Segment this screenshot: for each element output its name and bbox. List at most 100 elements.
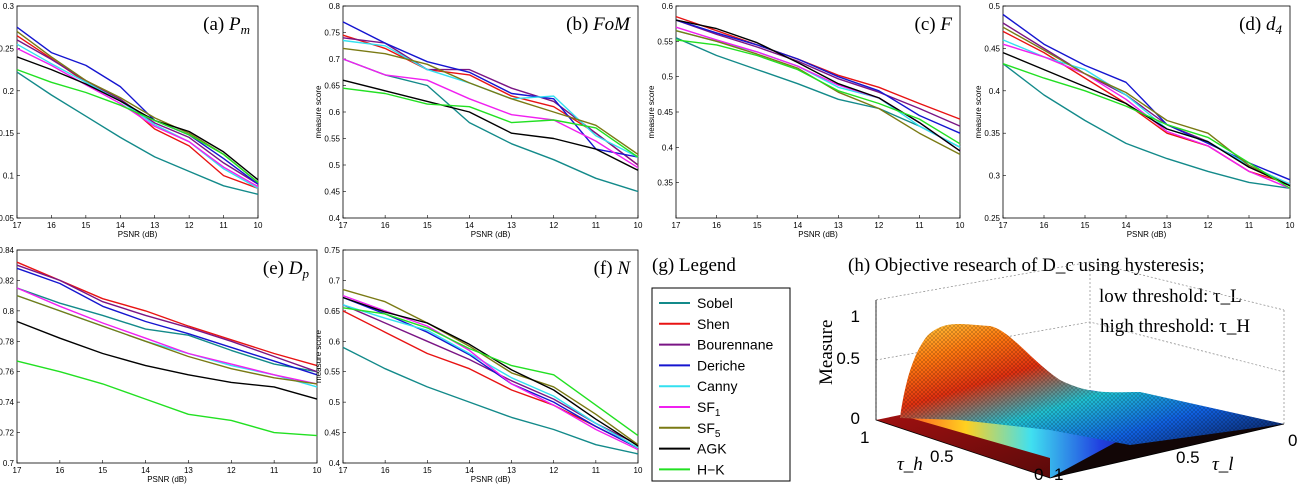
x-tick-label: 11	[592, 221, 601, 230]
series-line-agk	[16, 320, 318, 400]
x-axis-label: PSNR (dB)	[471, 230, 511, 239]
plot-frame	[675, 5, 961, 219]
x-tick-label: 16	[55, 466, 64, 475]
series-line-sf1	[16, 287, 318, 385]
plot-frame	[16, 249, 318, 464]
y-tick-label: 0.8	[329, 2, 341, 11]
x-tick-label: 14	[465, 466, 474, 475]
y-tick-label: 0.4	[329, 214, 341, 223]
chart-0: 17 16 15 14 13 12 11 10 0.05 0.1 0.15 0.2 0.25 0.3 PSN…	[0, 2, 263, 239]
surface-tau-l-label: τ_l	[1212, 454, 1234, 475]
y-tick-label: 0.25	[0, 44, 15, 53]
legend-entry: Sobel	[659, 295, 733, 311]
surface-zlabel: Measure	[816, 320, 837, 385]
series-line-deriche	[675, 19, 961, 134]
legend-entry: SF5	[659, 420, 721, 440]
chart-2: 17 16 15 14 13 12 11 10 0.35 0.4 0.45 0.5 0.55 0.6 PSN…	[647, 2, 965, 239]
x-tick-label: 10	[313, 466, 322, 475]
legend-label: AGK	[697, 441, 727, 457]
x-tick-label: 11	[1245, 221, 1254, 230]
y-tick-label: 0.6	[329, 337, 341, 346]
y-tick-label: 0.35	[657, 179, 673, 188]
series-line-agk	[342, 79, 639, 171]
x-tick-label: 15	[423, 466, 432, 475]
x-axis-label: PSNR (dB)	[798, 230, 838, 239]
y-tick-label: 0.05	[0, 214, 15, 223]
legend-entry: Deriche	[659, 357, 745, 373]
chart-title: (e) Dp	[263, 258, 310, 281]
surface-ztick: 1	[851, 307, 860, 326]
y-tick-label: 0.75	[324, 246, 340, 255]
x-tick-label: 16	[47, 221, 56, 230]
x-tick-label: 16	[1040, 221, 1049, 230]
legend-panel: (g) Legend Sobel Shen Bourennane Deriche Can…	[651, 255, 791, 482]
surface-tau-h-tick: 1	[860, 428, 869, 447]
x-tick-label: 12	[549, 221, 558, 230]
series-line-agk	[16, 56, 259, 181]
y-tick-label: 0.45	[984, 44, 1000, 53]
chart-title: (d) d4	[1239, 14, 1282, 37]
x-tick-label: 12	[1204, 221, 1213, 230]
y-tick-label: 0.1	[3, 172, 15, 181]
x-tick-label: 15	[753, 221, 762, 230]
x-axis-label: PSNR (dB)	[1127, 230, 1167, 239]
y-tick-label: 0.4	[662, 143, 674, 152]
x-tick-label: 16	[381, 466, 390, 475]
y-tick-label: 0.45	[324, 429, 340, 438]
chart-title: (b) FoM	[566, 14, 631, 35]
surface-title-line2: low threshold: τ_L	[1099, 286, 1242, 307]
series-line-sobel	[675, 37, 961, 148]
y-tick-label: 0.6	[329, 108, 341, 117]
chart-3: 17 16 15 14 13 12 11 10 0.25 0.3 0.35 0.4 0.45 0.5 PSN…	[974, 2, 1295, 239]
legend-entry: Bourennane	[659, 337, 774, 353]
x-tick-label: 15	[423, 221, 432, 230]
x-tick-label: 12	[874, 221, 883, 230]
plot-frame	[342, 5, 639, 219]
surface-title-line3: high threshold: τ_H	[1100, 316, 1250, 337]
y-tick-label: 0.7	[329, 276, 341, 285]
legend-entry: Canny	[659, 378, 737, 394]
surface-panel: (h) Objective research of D_c using hyst…	[816, 255, 1297, 484]
series-line-sf5	[342, 47, 639, 155]
series-line-sobel	[1002, 63, 1291, 189]
surface-tau-h-tick: 0	[1034, 465, 1043, 484]
x-axis-label: PSNR (dB)	[147, 475, 187, 484]
y-tick-label: 0.78	[0, 337, 15, 346]
x-tick-label: 17	[13, 466, 22, 475]
x-tick-label: 11	[270, 466, 279, 475]
series-line-sf1	[16, 47, 259, 188]
surface-tau-l-tick: 0.5	[1176, 448, 1200, 467]
y-axis-label: measure score	[314, 330, 323, 383]
y-tick-label: 0.25	[984, 214, 1000, 223]
y-tick-label: 0.3	[3, 2, 15, 11]
series-line-sobel	[16, 287, 318, 373]
legend-entry: SF1	[659, 399, 721, 419]
series-line-h-k	[16, 360, 318, 437]
y-tick-label: 0.45	[324, 188, 340, 197]
y-tick-label: 0.75	[324, 29, 340, 38]
y-tick-label: 0.72	[0, 429, 15, 438]
y-tick-label: 0.7	[3, 459, 15, 468]
y-tick-label: 0.7	[329, 55, 341, 64]
chart-4: 17 16 15 14 13 12 11 10 0.7 0.72 0.74 0.76 0.78 0.8 0.…	[0, 246, 322, 484]
y-tick-label: 0.5	[989, 2, 1001, 11]
y-tick-label: 0.2	[3, 87, 15, 96]
x-tick-label: 12	[549, 466, 558, 475]
series-line-h-k	[1002, 63, 1291, 189]
legend-label: Deriche	[697, 357, 745, 373]
chart-title: (c) F	[915, 14, 953, 35]
series-line-agk	[675, 19, 961, 152]
x-tick-label: 16	[381, 221, 390, 230]
chart-1: 17 16 15 14 13 12 11 10 0.4 0.45 0.5 0.55 0.6 0.65 0.7…	[314, 2, 643, 239]
legend-label: Bourennane	[697, 337, 774, 353]
surface-tau-l-tick: 1	[1054, 465, 1063, 484]
series-line-deriche	[16, 267, 318, 376]
x-tick-label: 15	[1081, 221, 1090, 230]
series-line-bourennane	[675, 19, 961, 127]
y-tick-label: 0.55	[324, 368, 340, 377]
series-line-sf5	[1002, 26, 1291, 187]
x-tick-label: 10	[254, 221, 263, 230]
y-tick-label: 0.82	[0, 276, 15, 285]
